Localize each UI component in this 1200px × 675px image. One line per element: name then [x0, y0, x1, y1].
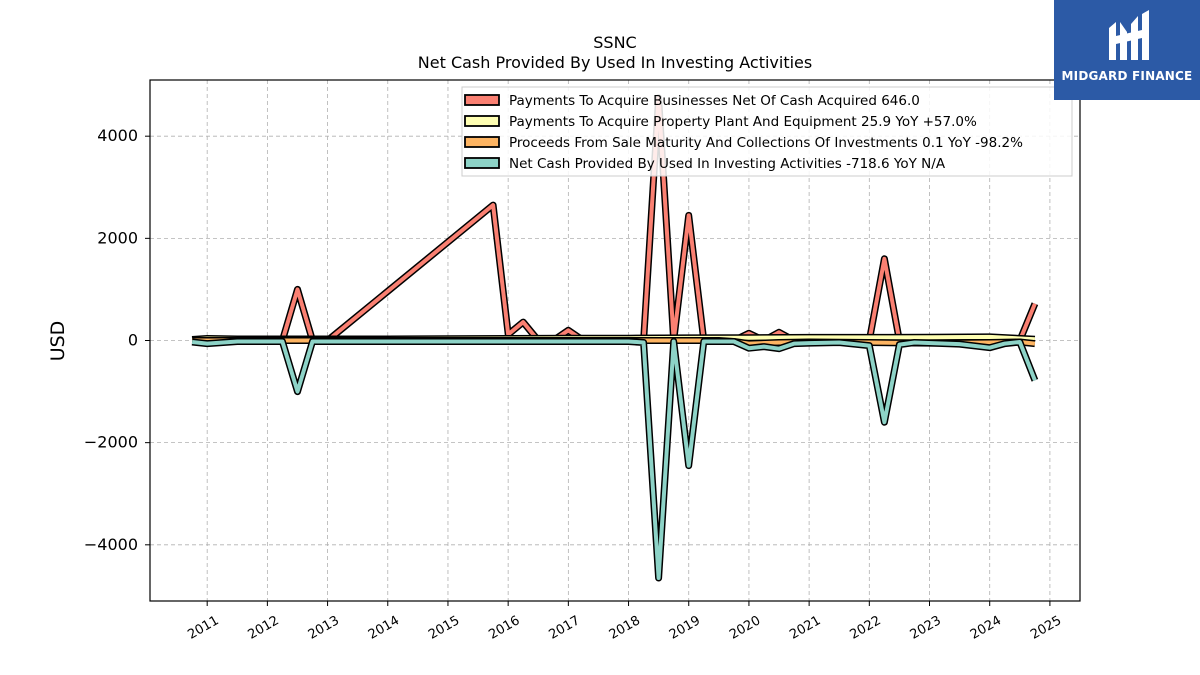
- legend-swatch: [464, 94, 500, 106]
- series-lines: [191, 94, 1039, 582]
- x-axis-ticks: 2011 2012 2013 2014 2015 2016 2017 2018 2019 2020…: [185, 601, 1064, 643]
- x-tick-label: 2016: [486, 613, 522, 643]
- x-tick-label: 2024: [968, 613, 1004, 643]
- brand-name: MIDGARD FINANCE: [1061, 69, 1193, 83]
- x-tick-label: 2020: [727, 613, 763, 643]
- midgard-logo-icon: [1109, 10, 1149, 60]
- x-tick-label: 2019: [667, 613, 703, 643]
- series-line-3: [191, 339, 1037, 580]
- chart-title: SSNC: [593, 33, 636, 52]
- x-tick-label: 2021: [787, 613, 823, 643]
- legend-entry: Payments To Acquire Property Plant And E…: [509, 114, 977, 130]
- x-tick-label: 2014: [366, 613, 402, 643]
- x-tick-label: 2018: [607, 613, 643, 643]
- y-tick-label: −4000: [84, 535, 138, 554]
- legend-entry: Net Cash Provided By Used In Investing A…: [509, 156, 946, 172]
- x-tick-label: 2025: [1028, 613, 1064, 643]
- legend-box: [461, 86, 1073, 177]
- y-tick-label: 4000: [97, 126, 138, 145]
- y-axis-ticks: −4000 −2000 0 2000 4000: [84, 126, 150, 554]
- x-tick-label: 2012: [246, 613, 282, 643]
- x-tick-label: 2023: [908, 613, 944, 643]
- y-tick-label: 0: [128, 331, 138, 350]
- x-tick-label: 2015: [426, 613, 462, 643]
- chart-subtitle: Net Cash Provided By Used In Investing A…: [418, 53, 812, 72]
- x-tick-label: 2011: [185, 613, 221, 643]
- y-axis-label: USD: [47, 321, 69, 362]
- x-tick-label: 2017: [547, 613, 583, 643]
- legend-swatch: [464, 157, 500, 169]
- x-tick-label: 2013: [306, 613, 342, 643]
- x-tick-label: 2022: [847, 613, 883, 643]
- y-tick-label: 2000: [97, 228, 138, 247]
- legend-swatch: [464, 136, 500, 148]
- brand-logo: MIDGARD FINANCE: [1054, 0, 1200, 100]
- y-tick-label: −2000: [84, 433, 138, 452]
- series-outline-3: [191, 338, 1039, 582]
- legend-swatch: [464, 115, 500, 127]
- legend-entry: Payments To Acquire Businesses Net Of Ca…: [509, 93, 920, 109]
- legend: Payments To Acquire Businesses Net Of Ca…: [461, 86, 1073, 177]
- legend-entry: Proceeds From Sale Maturity And Collecti…: [509, 135, 1023, 151]
